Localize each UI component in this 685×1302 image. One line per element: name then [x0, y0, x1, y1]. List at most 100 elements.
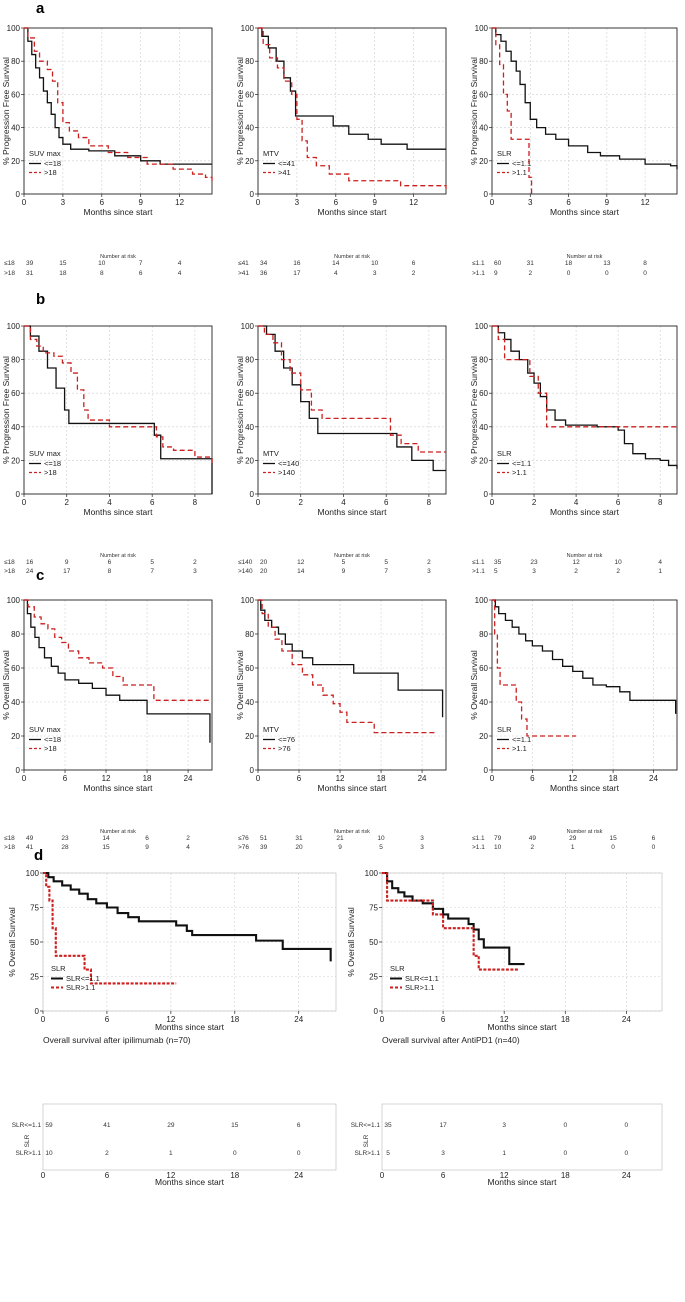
risk-value: 3 [193, 568, 197, 575]
x-tick-label: 0 [380, 1015, 385, 1024]
risk-value: 0 [297, 1150, 301, 1157]
y-tick-label: 0 [484, 490, 489, 499]
risk-value: 8 [643, 260, 647, 267]
risk-value: 31 [527, 260, 535, 267]
risk-value: 29 [569, 835, 577, 842]
risk-value: 9 [494, 270, 498, 277]
x-tick-label: 4 [574, 498, 579, 507]
risk-value: 18 [565, 260, 573, 267]
x-tick-label: 0 [256, 498, 261, 507]
risk-value: 4 [334, 270, 338, 277]
x-axis-label: Months since start [84, 507, 154, 517]
risk-row-label: >18 [4, 568, 15, 575]
legend-title: SLR [497, 449, 512, 458]
km-curve-black [24, 27, 212, 165]
risk-value: 12 [572, 559, 580, 566]
risk-table-title: Number at risk [334, 553, 370, 559]
risk-value: 15 [59, 260, 67, 267]
plot-frame [23, 599, 213, 771]
risk-row-label: SLR>1.1 [355, 1150, 381, 1157]
risk-row-label: ≤76 [238, 835, 249, 842]
km-curve-red [24, 325, 213, 464]
km-curve-black [258, 27, 446, 150]
x-tick-label: 2 [299, 498, 304, 507]
risk-row-label: ≤1.1 [472, 559, 485, 566]
y-tick-label: 80 [479, 630, 488, 639]
legend-entry: >1.1 [512, 744, 527, 753]
risk-value: 0 [625, 1122, 629, 1129]
x-tick-label: 6 [441, 1015, 446, 1024]
y-tick-label: 50 [30, 938, 39, 947]
risk-value: 1 [169, 1150, 173, 1157]
x-tick-label: 12 [175, 198, 184, 207]
legend-entry: SLR>1.1 [66, 983, 95, 992]
risk-row-label: SLR<=1.1 [351, 1122, 381, 1129]
risk-value: 20 [295, 844, 303, 851]
plot-frame [491, 599, 678, 771]
y-tick-label: 20 [245, 732, 254, 741]
risk-row-label: >76 [238, 844, 249, 851]
y-tick-label: 50 [369, 938, 378, 947]
risk-x-tick: 12 [166, 1171, 175, 1180]
x-tick-label: 6 [63, 774, 68, 783]
x-tick-label: 6 [150, 498, 155, 507]
risk-value: 6 [145, 835, 149, 842]
y-tick-label: 80 [479, 57, 488, 66]
risk-value: 41 [26, 844, 34, 851]
risk-value: 79 [494, 835, 502, 842]
x-tick-label: 6 [566, 198, 571, 207]
km-curve-black [43, 871, 332, 962]
risk-x-tick: 6 [441, 1171, 446, 1180]
risk-x-label: Months since start [488, 1177, 558, 1187]
y-tick-label: 40 [479, 698, 488, 707]
y-tick-label: 0 [35, 1007, 40, 1016]
risk-value: 2 [427, 559, 431, 566]
risk-row-label: >1.1 [472, 844, 485, 851]
risk-value: 3 [502, 1122, 506, 1129]
y-tick-label: 60 [479, 664, 488, 673]
y-tick-label: 80 [245, 356, 254, 365]
y-tick-label: 40 [479, 124, 488, 133]
risk-value: 2 [193, 559, 197, 566]
legend-title: SUV max [29, 449, 61, 458]
x-axis-label: Months since start [318, 207, 388, 217]
x-axis-label: Months since start [155, 1022, 225, 1032]
km-curve-black [492, 599, 677, 714]
legend-title: SLR [497, 149, 512, 158]
x-tick-label: 18 [561, 1015, 570, 1024]
risk-value: 17 [63, 568, 71, 575]
risk-value: 1 [502, 1150, 506, 1157]
legend-entry: <=1.1 [512, 159, 531, 168]
y-tick-label: 100 [26, 869, 40, 878]
y-axis-label: % Progression Free Survival [469, 356, 479, 464]
risk-value: 0 [563, 1122, 567, 1129]
y-tick-label: 100 [7, 24, 21, 33]
x-tick-label: 4 [107, 498, 112, 507]
risk-value: 10 [377, 835, 385, 842]
risk-row-label: ≤140 [238, 559, 253, 566]
x-tick-label: 12 [568, 774, 577, 783]
risk-value: 2 [186, 835, 190, 842]
risk-value: 5 [342, 559, 346, 566]
risk-value: 3 [420, 844, 424, 851]
x-tick-label: 6 [100, 198, 105, 207]
x-tick-label: 12 [409, 198, 418, 207]
km-curve-black [382, 871, 525, 966]
x-axis-label: Months since start [550, 783, 620, 793]
x-tick-label: 0 [490, 198, 495, 207]
chart-title: Overall survival after ipilimumab (n=70) [43, 1035, 191, 1045]
risk-value: 6 [297, 1122, 301, 1129]
risk-value: 14 [332, 260, 340, 267]
risk-value: 2 [531, 844, 535, 851]
y-tick-label: 100 [241, 322, 255, 331]
y-tick-label: 100 [7, 322, 21, 331]
risk-value: 8 [108, 568, 112, 575]
risk-row-label: ≤18 [4, 559, 15, 566]
risk-value: 3 [441, 1150, 445, 1157]
x-tick-label: 0 [41, 1015, 46, 1024]
